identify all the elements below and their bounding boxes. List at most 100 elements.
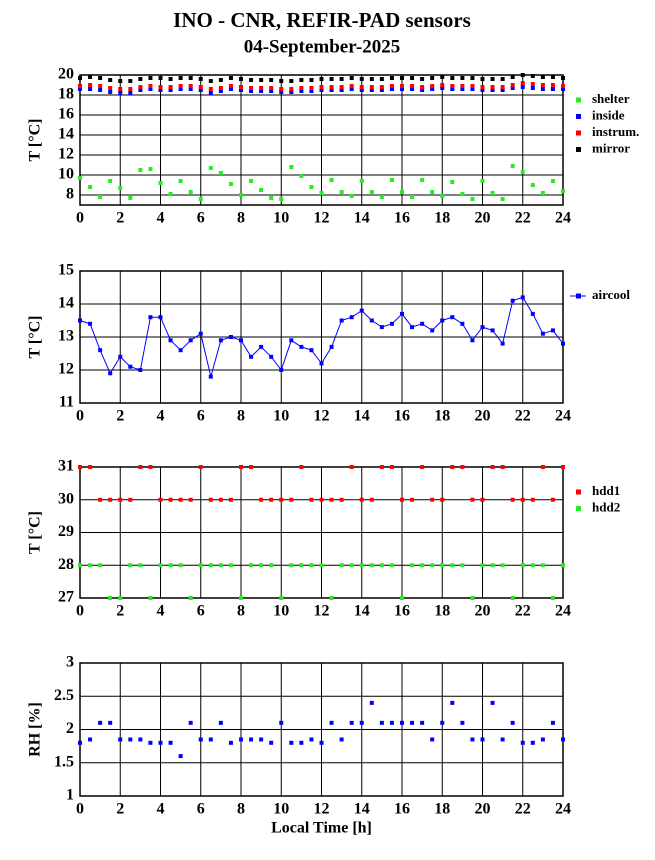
x-tick-label: 20 — [475, 210, 491, 227]
data-point — [148, 315, 153, 320]
data-point — [138, 85, 143, 89]
x-tick-label: 20 — [475, 408, 491, 425]
legend-marker — [576, 147, 581, 152]
data-point — [510, 164, 515, 168]
data-point — [561, 563, 565, 568]
data-point — [550, 596, 555, 600]
data-point — [359, 77, 364, 81]
data-point — [239, 85, 243, 89]
data-point — [178, 754, 183, 759]
data-point — [400, 190, 404, 194]
data-point — [440, 720, 445, 725]
data-point — [289, 90, 294, 94]
data-point — [259, 563, 264, 568]
data-point — [480, 563, 485, 568]
x-tick-label: 0 — [76, 210, 84, 227]
data-point — [450, 563, 455, 568]
x-tick-label: 2 — [116, 408, 124, 425]
data-point — [128, 91, 133, 95]
data-point — [379, 88, 384, 92]
data-point — [178, 563, 183, 568]
data-point — [309, 185, 314, 189]
legend-marker — [576, 130, 581, 136]
data-point — [158, 88, 163, 92]
data-point — [88, 321, 93, 326]
data-point — [228, 563, 233, 568]
data-point — [561, 76, 565, 80]
data-point — [269, 354, 274, 359]
data-point — [389, 76, 394, 80]
data-point — [470, 737, 475, 742]
data-point — [530, 497, 535, 502]
x-tick-label: 8 — [237, 801, 245, 818]
data-point — [540, 563, 545, 568]
data-point — [430, 84, 435, 88]
data-point — [490, 563, 495, 568]
data-point — [128, 87, 133, 91]
data-point — [138, 368, 143, 372]
data-point — [530, 74, 535, 78]
data-point — [329, 77, 334, 81]
x-tick-label: 18 — [434, 801, 450, 818]
data-point — [389, 720, 394, 725]
data-point — [118, 497, 123, 502]
legend-label: aircool — [592, 287, 630, 302]
data-point — [249, 89, 254, 93]
data-point — [561, 341, 565, 346]
x-tick-label: 8 — [237, 210, 245, 227]
data-point — [188, 596, 193, 600]
data-point — [228, 76, 233, 80]
data-point — [339, 88, 344, 92]
data-point — [430, 328, 435, 333]
data-point — [369, 563, 374, 568]
data-point — [470, 338, 475, 343]
x-tick-label: 22 — [515, 801, 531, 818]
data-point — [510, 497, 515, 502]
data-point — [420, 465, 425, 469]
data-point — [339, 190, 344, 194]
data-point — [359, 179, 364, 183]
data-point — [520, 740, 525, 745]
data-point — [319, 563, 324, 568]
data-point — [420, 563, 425, 568]
legend-label: mirror — [592, 140, 630, 155]
data-point — [128, 737, 133, 742]
data-point — [339, 497, 344, 502]
y-tick-label: 16 — [58, 106, 74, 123]
data-point — [78, 740, 82, 745]
data-point — [218, 497, 223, 502]
x-tick-label: 6 — [197, 801, 205, 818]
data-point — [239, 88, 243, 92]
x-tick-label: 14 — [354, 408, 370, 425]
data-point — [108, 720, 113, 725]
data-point — [319, 497, 324, 502]
data-point — [138, 465, 143, 469]
x-tick-label: 18 — [434, 603, 450, 620]
data-point — [510, 720, 515, 725]
legend-label: hdd1 — [592, 483, 620, 498]
x-tick-label: 14 — [354, 801, 370, 818]
data-point — [530, 563, 535, 568]
data-point — [450, 84, 455, 88]
plot-frame — [79, 270, 564, 404]
y-axis-label: T [°C] — [27, 119, 44, 162]
data-point — [530, 86, 535, 90]
data-point — [480, 88, 485, 92]
plot-frame — [79, 466, 564, 599]
x-tick-label: 10 — [273, 408, 289, 425]
data-point — [550, 75, 555, 79]
data-point — [289, 87, 294, 91]
data-point — [178, 179, 183, 183]
data-point — [228, 182, 233, 186]
legend-label: shelter — [592, 91, 630, 106]
data-point — [208, 166, 213, 170]
data-point — [400, 84, 404, 88]
data-point — [218, 563, 223, 568]
data-point — [289, 740, 294, 745]
data-point — [410, 84, 415, 88]
data-point — [460, 192, 465, 196]
data-point — [520, 81, 525, 85]
data-point — [450, 76, 455, 80]
data-point — [178, 497, 183, 502]
x-tick-label: 0 — [76, 801, 84, 818]
